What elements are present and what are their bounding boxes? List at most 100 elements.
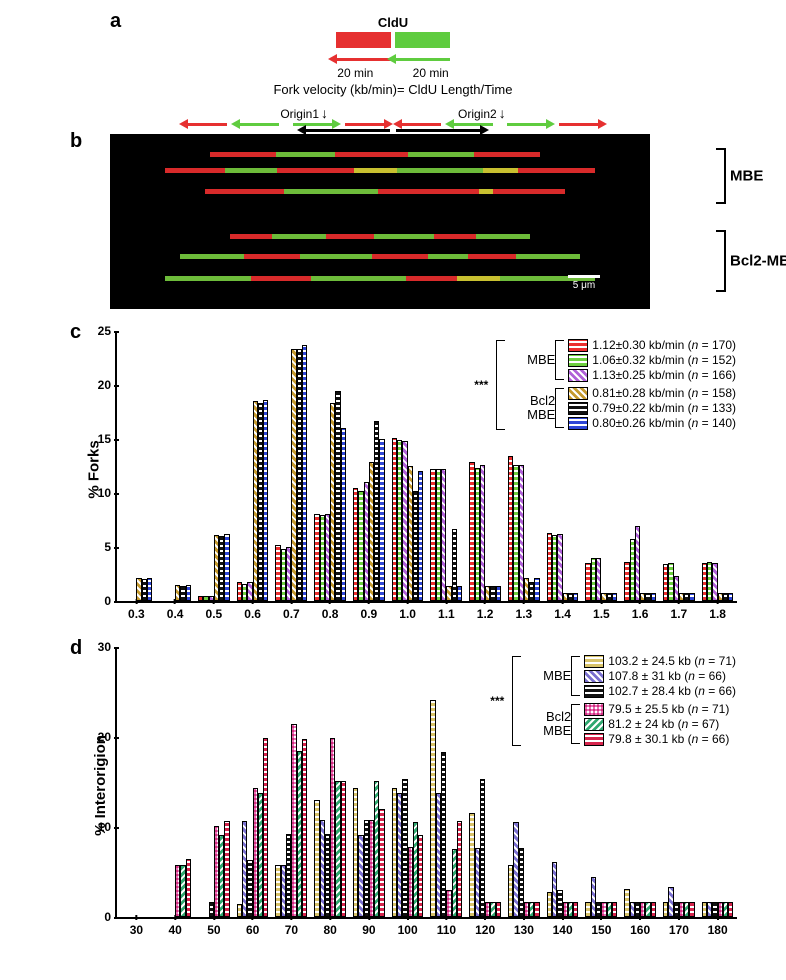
bar-group <box>392 438 424 601</box>
bar <box>147 578 152 601</box>
x-tick: 1.5 <box>593 601 610 621</box>
bar <box>186 585 191 601</box>
significance-label: *** <box>490 694 504 708</box>
legend-group-label: MBE <box>531 669 571 683</box>
bar-group <box>159 859 191 917</box>
bar-group <box>353 781 385 917</box>
x-tick: 80 <box>323 917 336 937</box>
legend-swatch <box>568 369 588 382</box>
legend-text: 103.2 ± 24.5 kb (n = 71) <box>608 654 736 668</box>
legend-swatch <box>568 387 588 400</box>
fork-schematic: CldU <box>378 15 408 31</box>
x-tick: 90 <box>362 917 375 937</box>
x-tick: 0.8 <box>322 601 339 621</box>
panel-d-label: d <box>70 637 82 660</box>
panel-d: d % Interorigion 01020303040506070809010… <box>10 637 776 947</box>
bar-group <box>430 700 462 917</box>
legend-swatch <box>584 703 604 716</box>
bar <box>612 902 617 917</box>
idu-arrow <box>395 58 450 61</box>
legend-text: 1.13±0.25 kb/min (n = 166) <box>592 368 736 382</box>
legend-text: 107.8 ± 31 kb (n = 66) <box>608 669 726 683</box>
legend-text: 1.12±0.30 kb/min (n = 170) <box>592 338 736 352</box>
bar <box>573 593 578 601</box>
bar <box>457 586 462 601</box>
legend-swatch <box>584 655 604 668</box>
legend-group-label: MBE <box>515 353 555 367</box>
bar <box>302 345 307 601</box>
legend-text: 1.06±0.32 kb/min (n = 152) <box>592 353 736 367</box>
legend-text: 81.2 ± 24 kb (n = 67) <box>608 717 719 731</box>
panel-b: b <box>10 130 776 315</box>
bar-group <box>702 562 734 601</box>
legend-group-label: Bcl2MBE <box>515 394 555 423</box>
y-tick: 30 <box>98 640 117 654</box>
panel-c: c % Forks 05101520250.30.40.50.60.70.80.… <box>10 321 776 631</box>
y-tick: 20 <box>98 378 117 392</box>
bar <box>263 738 268 917</box>
x-tick: 150 <box>591 917 611 937</box>
bar <box>689 593 694 601</box>
significance-label: *** <box>474 378 488 392</box>
origin2-label: Origin2 <box>458 107 497 121</box>
bar-group <box>159 585 191 601</box>
legend-swatch <box>568 339 588 352</box>
y-tick: 25 <box>98 324 117 338</box>
legend-text: 0.80±0.26 kb/min (n = 140) <box>592 416 736 430</box>
mbe-bracket: MBE <box>716 148 726 204</box>
x-tick: 130 <box>514 917 534 937</box>
panel-c-label: c <box>70 321 81 344</box>
bar-group <box>237 400 269 601</box>
x-tick: 180 <box>708 917 728 937</box>
bar-group <box>702 902 734 917</box>
x-tick: 0.4 <box>167 601 184 621</box>
bar-group <box>663 887 695 917</box>
bar <box>496 902 501 917</box>
legend-swatch <box>568 354 588 367</box>
bar-group <box>275 724 307 917</box>
bar <box>457 821 462 917</box>
bar <box>689 902 694 917</box>
origin-arrows <box>10 123 776 126</box>
legend-text: 102.7 ± 28.4 kb (n = 66) <box>608 684 736 698</box>
x-tick: 1.4 <box>554 601 571 621</box>
bar <box>534 902 539 917</box>
cldu-text: CldU <box>336 32 391 48</box>
x-tick: 1.2 <box>477 601 494 621</box>
bar <box>418 471 423 601</box>
bar-group <box>314 738 346 917</box>
x-tick: 170 <box>669 917 689 937</box>
x-tick: 60 <box>246 917 259 937</box>
y-tick: 0 <box>104 910 117 924</box>
bar <box>186 859 191 917</box>
panel-a-label: a <box>110 10 121 33</box>
bar <box>263 400 268 601</box>
legend-swatch <box>584 670 604 683</box>
x-tick: 0.7 <box>283 601 300 621</box>
bar-group <box>469 779 501 917</box>
legend-swatch <box>584 733 604 746</box>
x-tick: 160 <box>630 917 650 937</box>
bar <box>224 534 229 601</box>
x-tick: 0.3 <box>128 601 145 621</box>
x-tick: 0.6 <box>244 601 261 621</box>
x-tick: 1.6 <box>632 601 649 621</box>
bar <box>441 469 446 601</box>
x-tick: 1.0 <box>399 601 416 621</box>
bar <box>341 781 346 917</box>
bar <box>728 902 733 917</box>
legend-group-label: Bcl2MBE <box>531 710 571 739</box>
bar-group <box>585 558 617 601</box>
bar-group <box>624 889 656 917</box>
bar-group <box>198 821 230 917</box>
bar <box>302 739 307 917</box>
x-tick: 70 <box>285 917 298 937</box>
legend-text: 79.5 ± 25.5 kb (n = 71) <box>608 702 729 716</box>
bar-group <box>430 469 462 601</box>
panel-a: a CldU CldU IdU 20 min 20 min Fork veloc… <box>10 10 776 124</box>
bar-group <box>120 578 152 601</box>
bar <box>612 593 617 601</box>
time2: 20 min <box>395 66 467 80</box>
y-tick: 15 <box>98 432 117 446</box>
cldu-label: CldU <box>378 15 408 30</box>
